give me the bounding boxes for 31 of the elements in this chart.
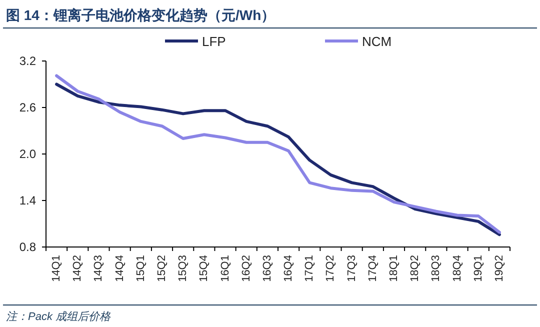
text: 注：Pack 成组后价格	[6, 310, 112, 323]
x-tick-label: 16Q3	[261, 255, 274, 282]
x-tick-label: 16Q1	[219, 255, 232, 282]
x-tick-label: 17Q4	[366, 255, 379, 282]
x-tick-label: 18Q1	[388, 255, 400, 282]
x-tick-label: 14Q4	[114, 255, 126, 282]
x-tick-label: 19Q1	[472, 255, 484, 282]
x-tick-label: 15Q4	[198, 255, 210, 282]
y-tick-label: 2.0	[19, 147, 36, 161]
legend-label: NCM	[362, 34, 392, 49]
x-tick-label: 18Q2	[409, 255, 422, 282]
x-tick-label: 17Q2	[324, 255, 337, 282]
x-tick-label: 17Q1	[304, 255, 316, 282]
y-tick-label: 3.2	[19, 54, 36, 68]
x-tick-label: 16Q4	[282, 255, 295, 282]
x-tick-label: 19Q2	[493, 255, 506, 282]
x-tick-label: 16Q2	[240, 255, 252, 282]
x-tick-label: 14Q3	[92, 255, 105, 282]
x-tick-label: 18Q3	[430, 255, 442, 282]
x-tick-label: 15Q1	[134, 255, 147, 282]
x-tick-label: 14Q1	[50, 255, 63, 282]
legend-label: LFP	[202, 34, 226, 49]
y-tick-label: 1.4	[19, 194, 36, 208]
x-tick-label: 15Q3	[177, 255, 190, 282]
x-tick-label: 17Q3	[346, 255, 358, 282]
x-tick-label: 15Q2	[156, 255, 168, 282]
x-tick-label: 14Q2	[72, 255, 84, 282]
y-tick-label: 0.8	[19, 240, 36, 254]
y-tick-label: 2.6	[19, 100, 36, 114]
chart-title: 图 14：锂离子电池价格变化趋势（元/Wh）	[6, 7, 276, 23]
x-tick-label: 18Q4	[451, 255, 464, 282]
